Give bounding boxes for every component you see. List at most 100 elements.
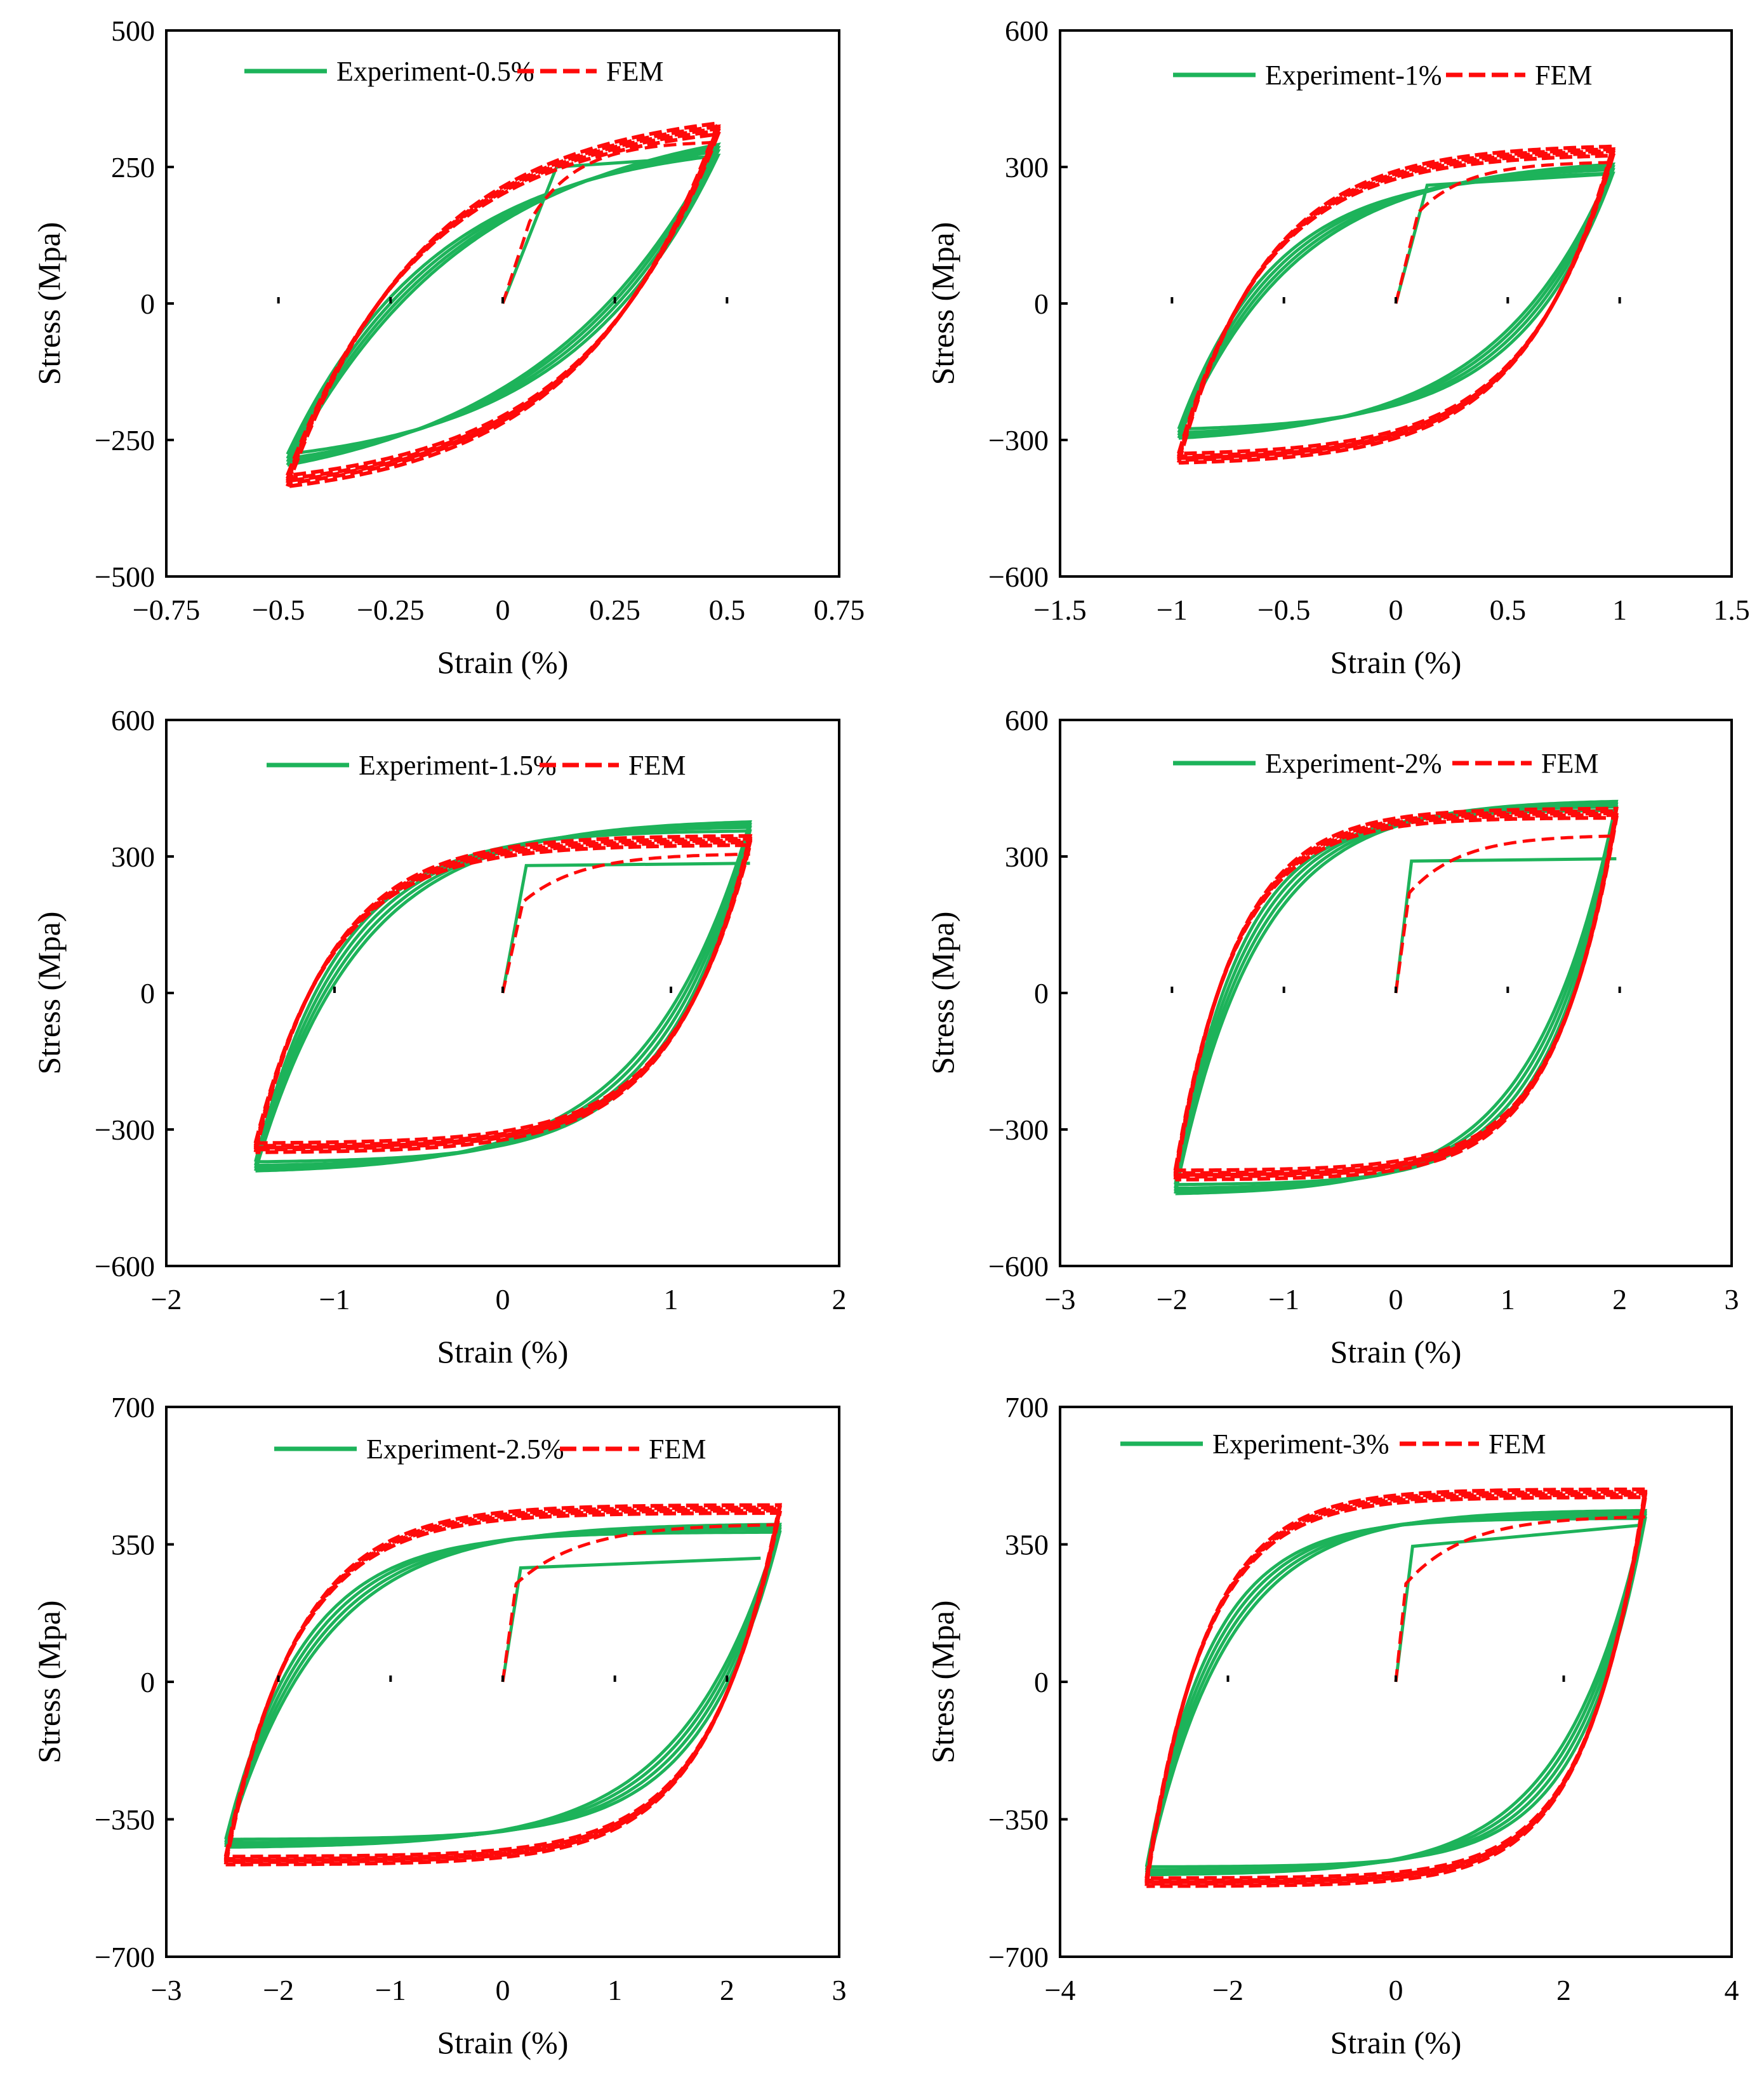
x-tick-label: −4 [1045,1974,1076,2006]
x-tick-label: 1 [607,1974,622,2006]
curves [285,121,721,489]
y-tick-label: 0 [1034,288,1049,320]
x-tick-label: −2 [1212,1974,1243,2006]
x-tick-label: −0.75 [133,594,200,626]
fem-loop-cycle-4 [1144,1489,1648,1886]
x-tick-label: 0 [496,1283,510,1316]
fem-initial-loading [501,1523,780,1682]
legend-experiment-label: Experiment-3% [1212,1429,1389,1460]
legend: Experiment-1% FEM [1173,60,1592,91]
legend-experiment-label: Experiment-0.5% [336,56,534,87]
y-axis-title: Stress (Mpa) [31,912,67,1075]
fem-loop-cycle-4 [285,124,721,485]
fem-loop-cycle-2 [286,128,721,481]
x-tick-label: 3 [1725,1283,1739,1316]
y-tick-label: −600 [95,1250,155,1282]
y-tick-label: 600 [1005,15,1049,47]
experiment-loop-cycle-2 [286,149,721,460]
x-tick-label: 0 [496,1974,510,2006]
x-tick-label: 2 [720,1974,734,2006]
fem-loop-cycle-1 [223,1511,783,1859]
chart-panel-d: −3 −2 −1 0 1 2 3 −600 −300 0 300 600 Strain (%) Stres… [925,704,1739,1369]
legend: Experiment-2% FEM [1173,748,1598,779]
y-tick-label: 0 [140,977,155,1009]
legend-fem-label: FEM [1535,60,1592,91]
legend: Experiment-1.5% FEM [267,750,686,781]
legend-fem-label: FEM [606,56,663,87]
x-tick-label: −0.5 [252,594,305,626]
experiment-loop-cycle-1 [254,829,752,1164]
experiment-loop-cycle-4 [1177,162,1616,440]
y-axis-title: Stress (Mpa) [31,222,67,385]
legend-fem-label: FEM [1489,1429,1546,1460]
x-tick-label: 0.5 [1490,594,1527,626]
fem-initial-loading [1394,834,1617,994]
fem-loop-cycle-5 [285,121,721,489]
y-axis-title: Stress (Mpa) [925,222,960,385]
x-tick-label: 1 [664,1283,679,1316]
fem-loop-cycle-4 [1177,147,1616,462]
y-tick-label: −600 [988,561,1049,593]
legend-experiment-label: Experiment-2.5% [366,1434,564,1465]
curves [1177,144,1616,465]
x-tick-label: 1 [1501,1283,1515,1316]
legend: Experiment-2.5% FEM [274,1434,706,1465]
x-axis-title: Strain (%) [1330,644,1462,680]
x-tick-label: −2 [1157,1283,1188,1316]
curves [1144,1487,1648,1888]
fem-loop-cycle-5 [1177,144,1616,465]
experiment-loop-cycle-3 [1144,1511,1647,1874]
fem-loop-cycle-5 [223,1503,783,1867]
experiment-loop-cycle-4 [224,1522,782,1849]
fem-loop-cycle-3 [1173,811,1619,1177]
fem-initial-loading [1394,1515,1645,1682]
x-tick-label: 2 [832,1283,847,1316]
x-tick-label: 0 [496,594,510,626]
experiment-loop-cycle-4 [286,142,721,467]
y-tick-label: −300 [988,1114,1049,1146]
x-tick-label: −1 [1268,1283,1299,1316]
legend-fem-label: FEM [1541,748,1598,779]
y-tick-label: −300 [95,1114,155,1146]
legend-fem-label: FEM [649,1434,706,1465]
x-tick-label: −3 [1045,1283,1076,1316]
experiment-loop-cycle-1 [1174,809,1619,1187]
fem-initial-loading [501,852,750,994]
y-tick-label: −500 [95,561,155,593]
fem-loop-cycle-4 [253,837,753,1152]
y-tick-label: 250 [111,151,155,183]
y-axis-title: Stress (Mpa) [31,1601,67,1764]
chart-panel-a: −0.75 −0.5 −0.25 0 0.25 0.5 0.75 −500 −250 0 250 50… [31,15,865,680]
x-axis-title: Strain (%) [437,1334,569,1369]
y-tick-label: 0 [140,1666,155,1698]
x-tick-label: −1 [1157,594,1188,626]
experiment-loop-cycle-4 [254,820,752,1173]
x-axis-title: Strain (%) [437,644,569,680]
y-tick-label: 0 [1034,977,1049,1009]
y-tick-label: −250 [95,424,155,456]
y-axis-title: Stress (Mpa) [925,912,960,1075]
x-tick-label: 0.25 [589,594,640,626]
fem-loop-cycle-3 [286,126,721,483]
y-tick-label: 600 [1005,704,1049,736]
y-tick-label: 300 [1005,841,1049,873]
x-axis-title: Strain (%) [1330,2025,1462,2060]
experiment-loop-cycle-1 [224,1530,782,1841]
experiment-loop-cycle-4 [1144,1509,1647,1877]
y-tick-label: −350 [95,1804,155,1836]
fem-loop-cycle-3 [223,1507,783,1863]
y-tick-label: 0 [1034,1666,1049,1698]
fem-loop-cycle-1 [1144,1495,1648,1881]
y-tick-label: 300 [1005,151,1049,183]
experiment-loop-cycle-1 [1144,1517,1647,1869]
experiment-initial-loading [1394,857,1617,994]
experiment-initial-loading [501,1556,761,1682]
x-tick-label: 1 [1612,594,1627,626]
experiment-loop-cycle-2 [224,1527,782,1844]
x-tick-label: −0.25 [357,594,424,626]
fem-loop-cycle-2 [223,1509,783,1861]
x-tick-label: 3 [832,1974,847,2006]
curves [1173,799,1619,1196]
experiment-loop-cycle-4 [1174,799,1619,1196]
y-tick-label: 300 [111,841,155,873]
